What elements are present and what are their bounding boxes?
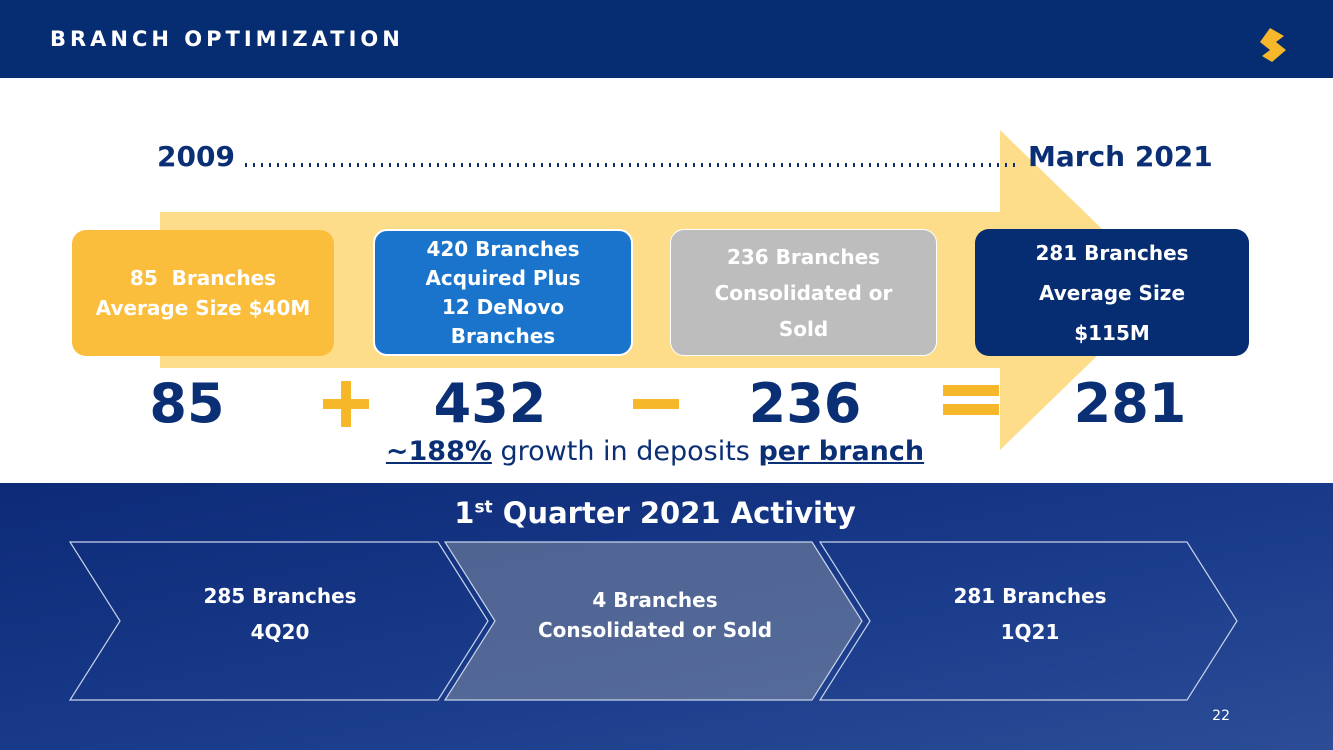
growth-figure: ~188% <box>385 436 492 467</box>
title-suffix: st <box>474 497 493 518</box>
step-line: 4Q20 <box>250 620 310 644</box>
title-number: 1 <box>454 496 475 530</box>
branch-box: 420 Branches Acquired Plus 12 DeNovo Branch… <box>373 229 633 356</box>
growth-line: ~188% growth in deposits per branch <box>255 436 1055 467</box>
step-line: Consolidated or Sold <box>537 618 773 642</box>
box-line: 420 Branches <box>426 236 580 261</box>
box-line: Sold <box>778 316 829 341</box>
step-line: 281 Branches <box>953 584 1107 608</box>
logo <box>1260 28 1286 62</box>
plus-sign <box>341 381 351 427</box>
box-line: Consolidated or <box>714 280 893 305</box>
step-line: 4 Branches <box>592 588 718 612</box>
equals-sign <box>943 404 999 415</box>
equation-term: 281 <box>1073 372 1187 435</box>
box-line: 281 Branches <box>1035 240 1189 265</box>
step-line: 1Q21 <box>1000 620 1060 644</box>
equation-term: 432 <box>433 372 547 435</box>
title-text: Quarter 2021 Activity <box>492 496 856 530</box>
header-band <box>0 0 1333 78</box>
equals-sign <box>943 385 999 396</box>
growth-text: growth in deposits <box>491 436 759 467</box>
branch-box: 85 Branches Average Size $40M <box>72 230 334 356</box>
activity-step: 4 Branches Consolidated or Sold <box>505 585 805 645</box>
chevron <box>818 541 1238 701</box>
minus-sign <box>633 399 679 409</box>
chevron <box>68 541 489 701</box>
box-line: Acquired Plus <box>425 265 581 290</box>
branch-box: 236 Branches Consolidated or Sold <box>670 229 937 356</box>
branch-box: 281 Branches Average Size $115M <box>975 229 1249 356</box>
timeline-arrow <box>160 130 1165 450</box>
activity-title: 1st Quarter 2021 Activity <box>355 496 955 530</box>
box-line: 12 DeNovo <box>441 294 565 319</box>
equation-term: 85 <box>149 372 225 435</box>
activity-step: 281 Branches 1Q21 <box>880 578 1180 650</box>
page-number: 22 <box>1212 708 1230 724</box>
timeline-start: 2009 <box>157 140 235 173</box>
step-line: 285 Branches <box>203 584 357 608</box>
box-line: $115M <box>1074 320 1150 345</box>
header-title: BRANCH OPTIMIZATION <box>50 27 404 51</box>
box-line: 85 Branches <box>129 266 277 290</box>
box-line: Average Size <box>1038 280 1186 305</box>
equation-term: 236 <box>748 372 862 435</box>
chevron <box>443 541 863 701</box>
activity-step: 285 Branches 4Q20 <box>130 578 430 650</box>
box-line: Branches <box>450 323 556 348</box>
timeline-end: March 2021 <box>1028 140 1213 173</box>
box-line: Average Size $40M <box>95 296 311 320</box>
box-line: 236 Branches <box>726 244 881 269</box>
growth-emphasis: per branch <box>758 436 925 467</box>
